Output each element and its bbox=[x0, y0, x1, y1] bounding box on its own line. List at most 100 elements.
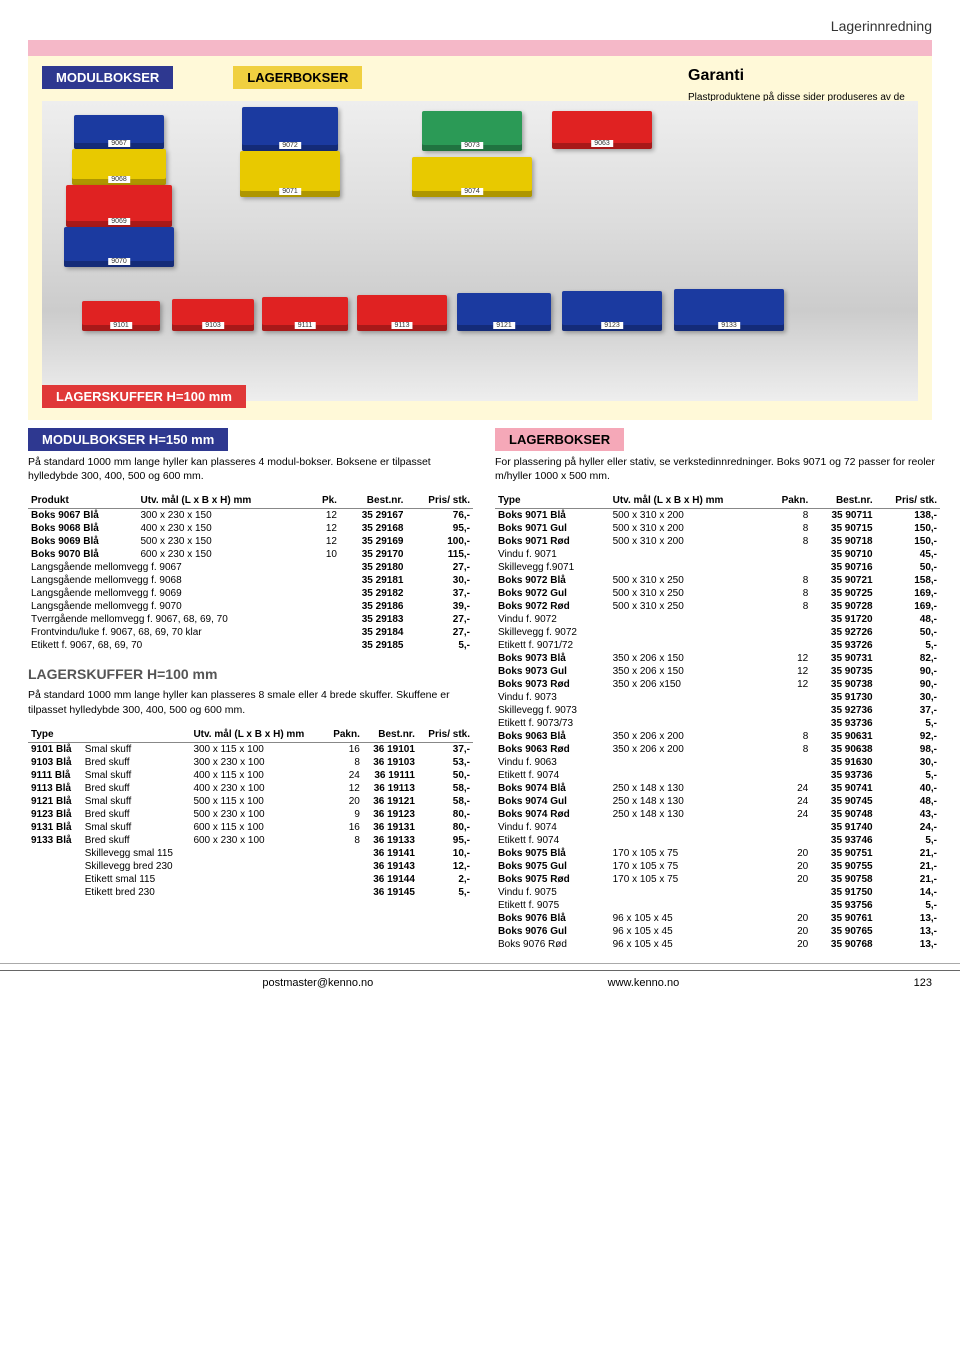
table-row: 9121 BlåSmal skuff500 x 115 x 1002036 19… bbox=[28, 795, 473, 808]
col-type3: Type bbox=[495, 493, 610, 509]
label-lagerbokser: LAGERBOKSER bbox=[233, 66, 362, 89]
modulbokser-title: MODULBOKSER H=150 mm bbox=[28, 428, 228, 451]
col-desc bbox=[82, 727, 191, 743]
table-row: Boks 9076 Rød96 x 105 x 452035 9076813,- bbox=[495, 938, 940, 951]
label-lagerskuffer: LAGERSKUFFER H=100 mm bbox=[42, 385, 246, 408]
table-row: 9111 BlåSmal skuff400 x 115 x 1002436 19… bbox=[28, 769, 473, 782]
table-row: Boks 9073 Rød350 x 206 x1501235 9073890,… bbox=[495, 678, 940, 691]
product-box: 9073 bbox=[422, 111, 522, 151]
product-box: 9101 bbox=[82, 301, 160, 331]
table-row: Etikett f. 9067, 68, 69, 7035 291855,- bbox=[28, 639, 473, 652]
table-row: Frontvindu/luke f. 9067, 68, 69, 70 klar… bbox=[28, 626, 473, 639]
modulbokser-table: Produkt Utv. mål (L x B x H) mm Pk. Best… bbox=[28, 493, 473, 652]
table-row: Boks 9073 Gul350 x 206 x 1501235 9073590… bbox=[495, 665, 940, 678]
table-row: Boks 9075 Gul170 x 105 x 752035 9075521,… bbox=[495, 860, 940, 873]
lagerbokser-table: Type Utv. mål (L x B x H) mm Pakn. Best.… bbox=[495, 493, 940, 951]
product-box: 9133 bbox=[674, 289, 784, 331]
lagerskuffer-table: Type Utv. mål (L x B x H) mm Pakn. Best.… bbox=[28, 727, 473, 899]
table-row: Langsgående mellomvegg f. 906935 2918237… bbox=[28, 587, 473, 600]
product-box: 9067 bbox=[74, 115, 164, 149]
product-box: 9113 bbox=[357, 295, 447, 331]
table-row: Etikett f. 9071/7235 937265,- bbox=[495, 639, 940, 652]
product-box: 9063 bbox=[552, 111, 652, 149]
col-produkt: Produkt bbox=[28, 493, 137, 509]
col-mal: Utv. mål (L x B x H) mm bbox=[137, 493, 310, 509]
product-photo-area: 9067906890699070907290719073907490639101… bbox=[42, 101, 918, 401]
table-row: 9113 BlåBred skuff400 x 230 x 1001236 19… bbox=[28, 782, 473, 795]
table-row: Langsgående mellomvegg f. 907035 2918639… bbox=[28, 600, 473, 613]
table-row: Boks 9072 Blå500 x 310 x 250835 90721158… bbox=[495, 574, 940, 587]
table-row: Skillevegg smal 11536 1914110,- bbox=[28, 847, 473, 860]
product-box: 9123 bbox=[562, 291, 662, 331]
table-row: Langsgående mellomvegg f. 906735 2918027… bbox=[28, 561, 473, 574]
table-row: Boks 9074 Gul250 x 148 x 1302435 9074548… bbox=[495, 795, 940, 808]
table-row: 9101 BlåSmal skuff300 x 115 x 1001636 19… bbox=[28, 742, 473, 756]
table-row: Boks 9075 Blå170 x 105 x 752035 9075121,… bbox=[495, 847, 940, 860]
table-row: Boks 9063 Blå350 x 206 x 200835 9063192,… bbox=[495, 730, 940, 743]
col-bestnr: Best.nr. bbox=[340, 493, 407, 509]
table-row: Boks 9076 Blå96 x 105 x 452035 9076113,- bbox=[495, 912, 940, 925]
product-box: 9111 bbox=[262, 297, 348, 331]
col-pris3: Pris/ stk. bbox=[876, 493, 940, 509]
table-row: Boks 9074 Rød250 x 148 x 1302435 9074843… bbox=[495, 808, 940, 821]
col-mal2: Utv. mål (L x B x H) mm bbox=[190, 727, 325, 743]
product-box: 9071 bbox=[240, 151, 340, 197]
table-row: Vindu f. 907235 9172048,- bbox=[495, 613, 940, 626]
table-row: Skillevegg f.907135 9071650,- bbox=[495, 561, 940, 574]
page-category: Lagerinnredning bbox=[28, 18, 932, 34]
table-row: Boks 9067 Blå300 x 230 x 1501235 2916776… bbox=[28, 509, 473, 523]
table-row: Boks 9075 Rød170 x 105 x 752035 9075821,… bbox=[495, 873, 940, 886]
table-row: Boks 9072 Gul500 x 310 x 250835 90725169… bbox=[495, 587, 940, 600]
lagerbokser-desc: For plassering på hyller eller stativ, s… bbox=[495, 455, 940, 483]
lagerbokser-title: LAGERBOKSER bbox=[495, 428, 624, 451]
table-row: Etikett f. 907535 937565,- bbox=[495, 899, 940, 912]
col-bestnr2: Best.nr. bbox=[363, 727, 418, 743]
table-row: Boks 9076 Gul96 x 105 x 452035 9076513,- bbox=[495, 925, 940, 938]
table-row: Vindu f. 907435 9174024,- bbox=[495, 821, 940, 834]
col-type: Type bbox=[28, 727, 82, 743]
lagerskuffer-desc: På standard 1000 mm lange hyller kan pla… bbox=[28, 688, 473, 716]
col-pakn3: Pakn. bbox=[767, 493, 811, 509]
col-pris2: Pris/ stk. bbox=[418, 727, 473, 743]
table-row: Etikett f. 907435 937465,- bbox=[495, 834, 940, 847]
footer-page: 123 bbox=[914, 977, 932, 989]
table-row: Boks 9070 Blå600 x 230 x 1501035 2917011… bbox=[28, 548, 473, 561]
table-row: Tverrgående mellomvegg f. 9067, 68, 69, … bbox=[28, 613, 473, 626]
modulbokser-desc: På standard 1000 mm lange hyller kan pla… bbox=[28, 455, 473, 483]
table-row: Boks 9071 Blå500 x 310 x 200835 90711138… bbox=[495, 509, 940, 523]
label-modulbokser: MODULBOKSER bbox=[42, 66, 173, 89]
table-row: Boks 9071 Gul500 x 310 x 200835 90715150… bbox=[495, 522, 940, 535]
table-row: 9123 BlåBred skuff500 x 230 x 100936 191… bbox=[28, 808, 473, 821]
table-row: Boks 9073 Blå350 x 206 x 1501235 9073182… bbox=[495, 652, 940, 665]
table-row: Langsgående mellomvegg f. 906835 2918130… bbox=[28, 574, 473, 587]
table-row: Skillevegg f. 907335 9273637,- bbox=[495, 704, 940, 717]
table-row: Boks 9063 Rød350 x 206 x 200835 9063898,… bbox=[495, 743, 940, 756]
col-bestnr3: Best.nr. bbox=[811, 493, 875, 509]
table-row: Etikett smal 11536 191442,- bbox=[28, 873, 473, 886]
footer-email: postmaster@kenno.no bbox=[262, 977, 373, 989]
product-box: 9074 bbox=[412, 157, 532, 197]
table-row: Vindu f. 907135 9071045,- bbox=[495, 548, 940, 561]
table-row: Boks 9069 Blå500 x 230 x 1501235 2916910… bbox=[28, 535, 473, 548]
product-box: 9069 bbox=[66, 185, 172, 227]
table-row: 9131 BlåSmal skuff600 x 115 x 1001636 19… bbox=[28, 821, 473, 834]
col-pakn: Pakn. bbox=[325, 727, 363, 743]
hero-area: MODULBOKSER LAGERBOKSER Garanti Plastpro… bbox=[28, 40, 932, 420]
col-pk: Pk. bbox=[311, 493, 340, 509]
table-row: Boks 9074 Blå250 x 148 x 1302435 9074140… bbox=[495, 782, 940, 795]
table-row: Skillevegg f. 907235 9272650,- bbox=[495, 626, 940, 639]
table-row: Etikett f. 9073/7335 937365,- bbox=[495, 717, 940, 730]
col-pris: Pris/ stk. bbox=[406, 493, 473, 509]
col-mal3: Utv. mål (L x B x H) mm bbox=[610, 493, 768, 509]
table-row: Boks 9068 Blå400 x 230 x 1501235 2916895… bbox=[28, 522, 473, 535]
product-box: 9072 bbox=[242, 107, 338, 151]
product-box: 9068 bbox=[72, 149, 166, 185]
table-row: Vindu f. 907335 9173030,- bbox=[495, 691, 940, 704]
table-row: Etikett bred 23036 191455,- bbox=[28, 886, 473, 899]
table-row: Boks 9071 Rød500 x 310 x 200835 90718150… bbox=[495, 535, 940, 548]
table-row: 9103 BlåBred skuff300 x 230 x 100836 191… bbox=[28, 756, 473, 769]
table-row: Skillevegg bred 23036 1914312,- bbox=[28, 860, 473, 873]
table-row: Vindu f. 907535 9175014,- bbox=[495, 886, 940, 899]
table-row: Etikett f. 907435 937365,- bbox=[495, 769, 940, 782]
garanti-title: Garanti bbox=[688, 66, 918, 87]
